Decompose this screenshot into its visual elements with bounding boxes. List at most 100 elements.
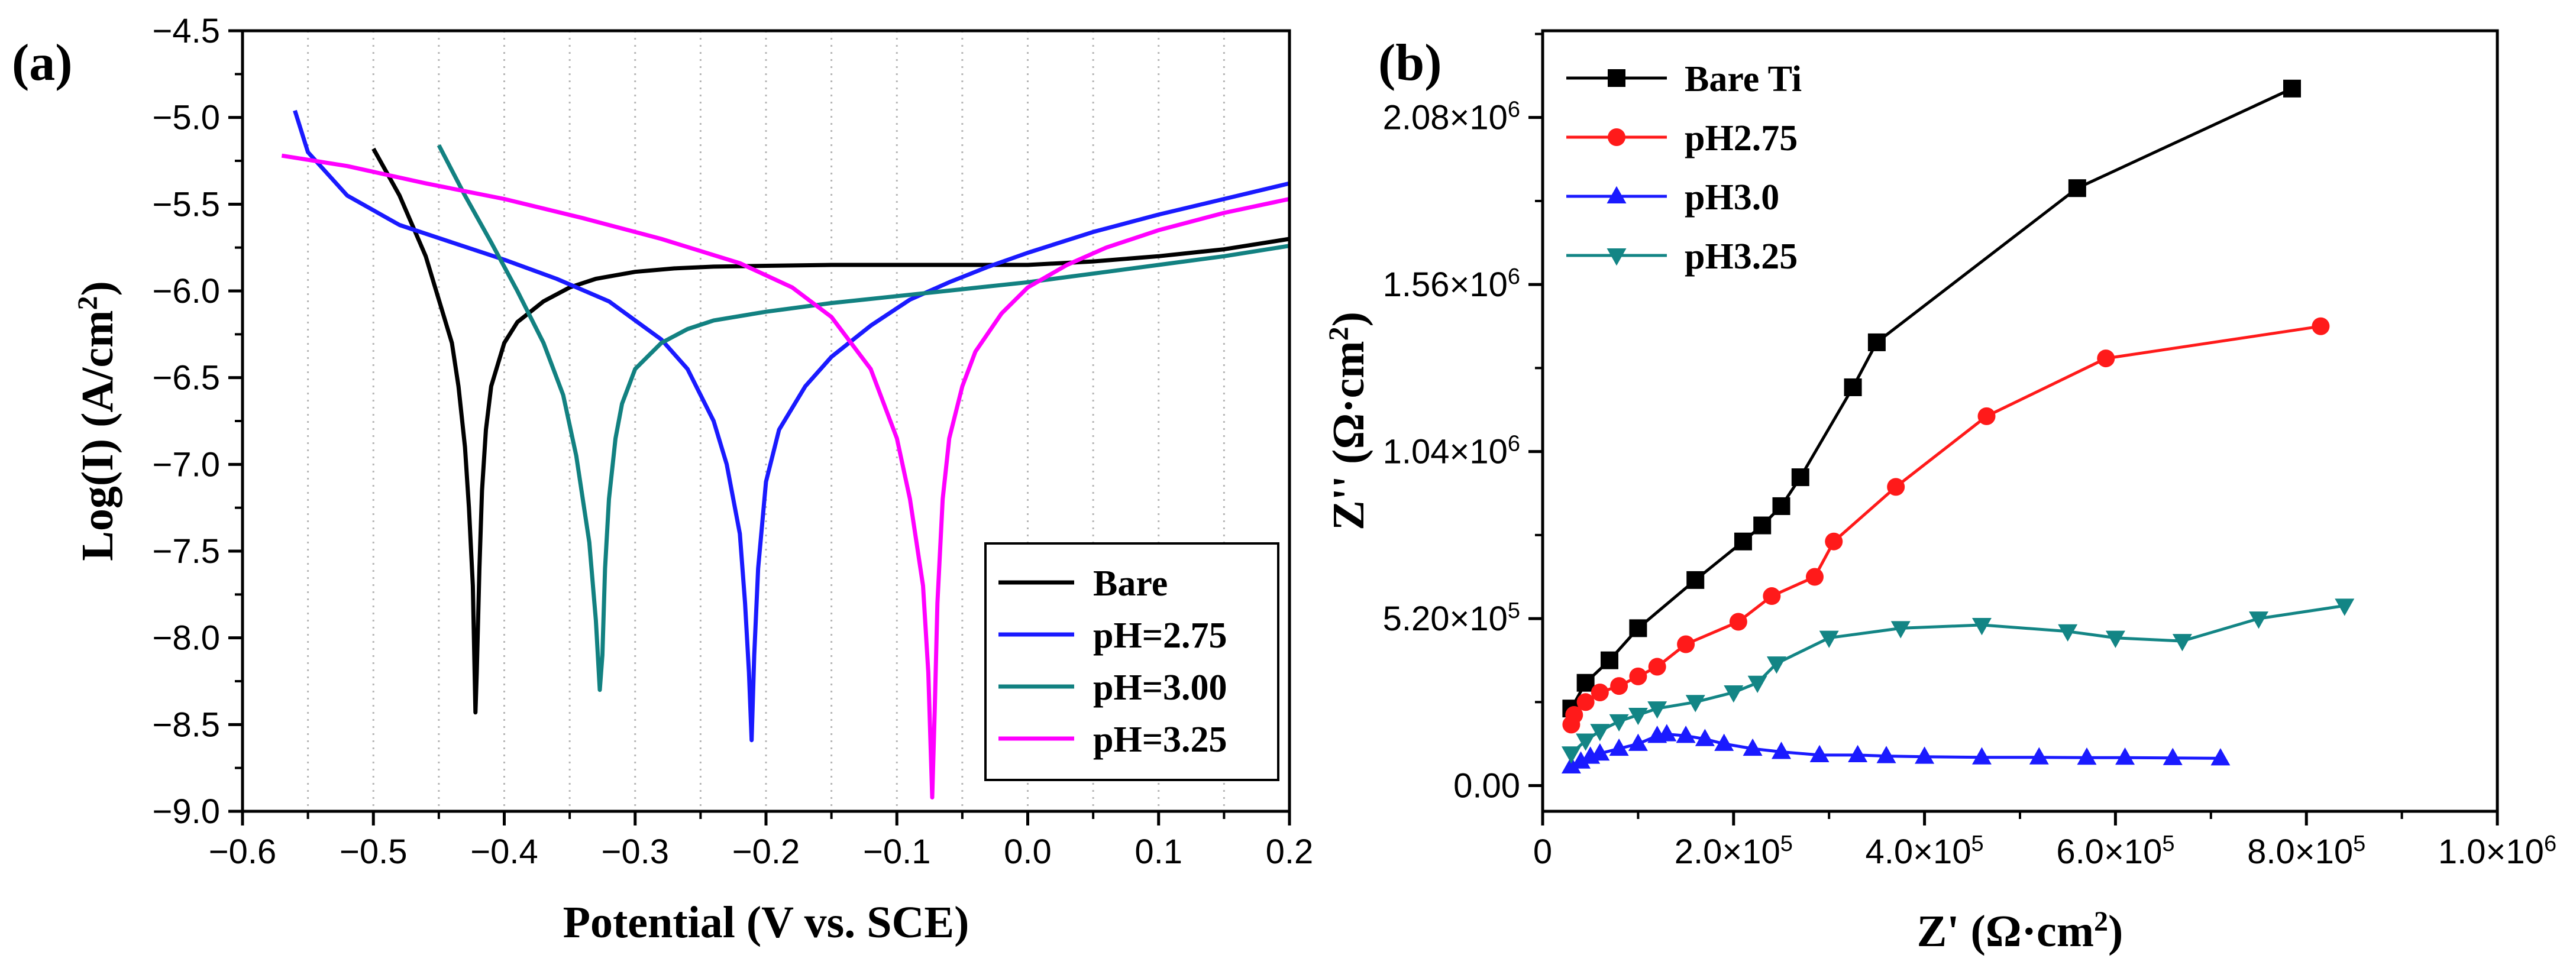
series-1-point [2312, 317, 2330, 335]
series-0-point [2068, 179, 2086, 198]
series-3-point [1819, 630, 1839, 648]
x-tick-label: 1.0×106 [2438, 831, 2556, 871]
x-tick-label: −0.2 [732, 833, 800, 871]
series-0-point [1629, 619, 1647, 637]
y-tick-label: 5.20×105 [1383, 598, 1520, 638]
series-2-point [2210, 748, 2231, 766]
legend-marker [1608, 128, 1625, 146]
series-3-point [1609, 714, 1629, 732]
series-1-point [1565, 706, 1583, 724]
series-2-point [1676, 726, 1696, 743]
series-2-point [2029, 747, 2049, 765]
x-tick-label: −0.3 [602, 833, 670, 871]
series-2-point [1695, 729, 1715, 746]
series-1-point [1805, 568, 1824, 586]
series-line-0 [371, 147, 1290, 715]
x-tick-label: −0.4 [470, 833, 538, 871]
legend-label: Bare [1093, 564, 1168, 604]
series-3-point [2058, 624, 2078, 642]
series-1-point [1576, 693, 1595, 711]
series-3-point [1561, 746, 1581, 764]
series-2-point [1628, 733, 1648, 751]
x-tick-label: 0.1 [1135, 833, 1182, 871]
x-tick-label: 0.2 [1266, 833, 1314, 871]
series-2-point [1590, 743, 1610, 761]
series-0-point [1753, 516, 1772, 535]
x-tick-label: −0.5 [340, 833, 408, 871]
legend-label: pH=3.25 [1093, 720, 1227, 760]
series-3-point [1747, 675, 1767, 693]
series-3-point [1766, 656, 1786, 674]
panel-b-y-axis-label: Z'' (Ω·cm2) [1323, 312, 1374, 530]
series-1-point [1610, 677, 1628, 695]
series-1-point [1825, 532, 1843, 551]
y-tick-label: −7.5 [153, 532, 221, 571]
series-2-point [1714, 733, 1734, 751]
series-3-point [1971, 617, 1992, 636]
x-tick-label: −0.1 [863, 833, 931, 871]
series-1-point [1763, 587, 1781, 606]
legend-label: pH=2.75 [1093, 616, 1227, 656]
legend-label: pH2.75 [1685, 118, 1798, 158]
y-tick-label: −4.5 [153, 12, 221, 50]
series-3-point [1724, 685, 1744, 703]
panel-a-legend: Bare pH=2.75 pH=3.00 pH=3.25 [984, 542, 1279, 781]
panel-a-y-axis-label: Log(I) (A/cm2) [72, 281, 123, 561]
y-tick-label: −9.0 [153, 792, 221, 831]
series-line-3 [281, 153, 1290, 799]
series-1-point [1591, 684, 1609, 702]
x-tick-label: 0 [1533, 833, 1552, 871]
series-1-point [1648, 658, 1666, 676]
panel-b-x-axis-label: Z' (Ω·cm2) [1917, 906, 2123, 957]
series-3-point [2249, 611, 2268, 629]
legend-marker [1607, 186, 1627, 203]
y-tick-label: −7.0 [153, 445, 221, 484]
series-2-point [1561, 756, 1581, 773]
x-tick-label: −0.6 [209, 833, 277, 871]
series-3-point [2105, 630, 2125, 648]
x-tick-label: 6.0×105 [2056, 831, 2174, 871]
series-line-1 [293, 109, 1290, 743]
panel-a-series [281, 109, 1290, 799]
series-1-point [1677, 635, 1695, 653]
x-tick-label: 8.0×105 [2247, 831, 2365, 871]
panel-a-x-axis-label: Potential (V vs. SCE) [563, 898, 969, 947]
series-0-point [1772, 497, 1790, 515]
panel-b-ticks: 0 2.0×105 4.0×105 6.0×105 8.0×105 1.0×106 0.00… [1383, 33, 2556, 871]
series-2-point [1743, 738, 1763, 756]
series-2-point [2115, 747, 2135, 765]
series-1-point [2097, 349, 2115, 368]
series-line-1 [1570, 325, 2321, 726]
y-tick-label: −5.5 [153, 185, 221, 224]
y-tick-label: 0.00 [1453, 767, 1520, 805]
series-2-point [1772, 742, 1791, 759]
series-1-point [1977, 407, 1996, 425]
legend-label: pH3.0 [1685, 177, 1779, 218]
x-tick-label: 4.0×105 [1866, 831, 1984, 871]
y-tick-label: −5.0 [153, 99, 221, 137]
series-0-point [1734, 532, 1752, 551]
series-2-point [1915, 746, 1935, 764]
panel-b-series [1561, 79, 2355, 773]
legend-marker [1607, 248, 1627, 266]
series-line-2 [437, 144, 1290, 692]
series-2-point [1657, 724, 1677, 742]
series-1-point [1629, 667, 1647, 685]
series-0-point [1686, 571, 1705, 589]
y-tick-label: 1.04×106 [1383, 432, 1520, 471]
series-0-point [1576, 674, 1595, 692]
panel-b-nyquist-plot: (b) 0 2.0×105 4.0×105 6.0×105 8.0×105 1.0×106… [1323, 29, 2556, 957]
legend-marker [1608, 69, 1625, 87]
panel-a-ticks: −0.6 −0.5 −0.4 −0.3 −0.2 −0.1 0.0 0.1 0.2 −4.5 −5.… [153, 12, 1314, 871]
y-tick-label: −6.0 [153, 272, 221, 310]
panel-a-label: (a) [12, 34, 73, 92]
series-0-point [2283, 79, 2301, 98]
series-1-point [1729, 613, 1747, 631]
y-tick-label: 2.08×106 [1383, 98, 1520, 137]
series-3-point [1647, 701, 1667, 719]
series-0-point [1867, 333, 1886, 351]
y-tick-label: −6.5 [153, 359, 221, 397]
series-1-point [1887, 478, 1905, 496]
x-tick-label: 2.0×105 [1675, 831, 1793, 871]
